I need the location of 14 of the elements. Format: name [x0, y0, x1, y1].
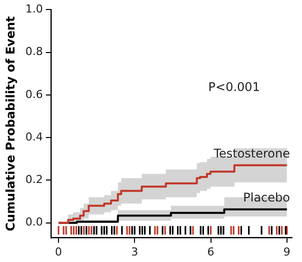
y-tick-label: 0.0 — [25, 216, 43, 229]
x-tick-label: 6 — [207, 245, 214, 258]
y-tick-label: 1.0 — [25, 2, 43, 16]
y-axis-title: Cumulative Probability of Event — [3, 16, 18, 232]
annotation: P<0.001 — [208, 80, 260, 94]
y-tick-label: 0.2 — [25, 173, 43, 186]
y-tick-label: 0.4 — [25, 130, 43, 144]
x-tick-label: 9 — [283, 245, 290, 258]
y-tick-label: 0.8 — [25, 45, 43, 58]
x-tick-label: 3 — [131, 245, 138, 258]
x-tick-label: 0 — [55, 245, 62, 258]
series-label: Testosterone — [212, 146, 290, 160]
series-label: Placebo — [243, 190, 290, 205]
y-tick-label: 0.6 — [25, 88, 43, 101]
